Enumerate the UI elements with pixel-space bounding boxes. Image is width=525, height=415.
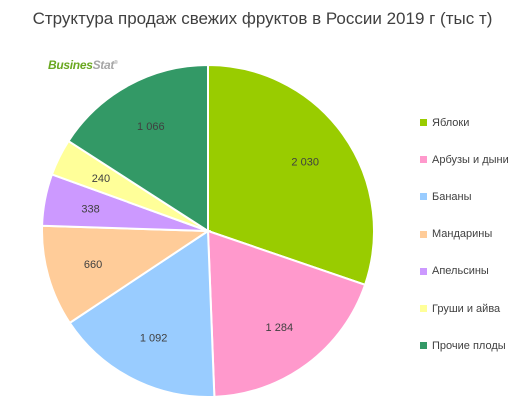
data-label: 1 066 — [137, 121, 165, 133]
data-label: 1 284 — [266, 322, 294, 334]
legend-swatch — [420, 156, 427, 164]
legend-swatch — [420, 267, 427, 275]
data-label: 240 — [92, 173, 110, 185]
legend-label: Груши и айва — [432, 302, 501, 315]
legend-item: Бананы — [420, 178, 509, 215]
logo-main-text: Busines — [48, 58, 93, 72]
logo-registered-mark: ® — [114, 60, 118, 66]
legend-label: Яблоки — [432, 116, 470, 129]
legend-item: Прочие плоды — [420, 327, 509, 364]
pie-slice — [206, 229, 367, 398]
pie-slice — [67, 63, 209, 233]
legend-label: Арбузы и дыни — [432, 153, 509, 166]
legend-item: Мандарины — [420, 216, 509, 253]
data-label: 338 — [81, 204, 99, 216]
legend-label: Бананы — [432, 190, 472, 203]
legend-item: Груши и айва — [420, 290, 509, 327]
legend-label: Мандарины — [432, 228, 493, 241]
legend-label: Прочие плоды — [432, 339, 506, 352]
chart-title: Структура продаж свежих фруктов в России… — [32, 9, 493, 28]
businessstat-logo: BusinesStat® — [48, 58, 118, 72]
data-label: 660 — [84, 259, 102, 271]
legend-item: Яблоки — [420, 104, 509, 141]
pie-slice — [207, 63, 375, 287]
pie-slice — [41, 224, 212, 325]
legend-swatch — [420, 193, 427, 201]
legend-item: Апельсины — [420, 253, 509, 290]
data-label: 1 092 — [140, 332, 168, 344]
logo-accent-text: Stat — [92, 58, 115, 72]
legend-swatch — [420, 230, 427, 238]
legend-item: Арбузы и дыни — [420, 141, 509, 178]
legend-label: Апельсины — [432, 265, 489, 278]
legend-swatch — [420, 342, 427, 350]
legend-swatch — [420, 305, 427, 313]
legend-swatch — [420, 119, 427, 127]
pie-slice — [68, 229, 216, 398]
data-label: 2 030 — [291, 157, 319, 169]
chart-legend: Яблоки Арбузы и дыни Бананы Мандарины Апельс… — [420, 104, 509, 364]
